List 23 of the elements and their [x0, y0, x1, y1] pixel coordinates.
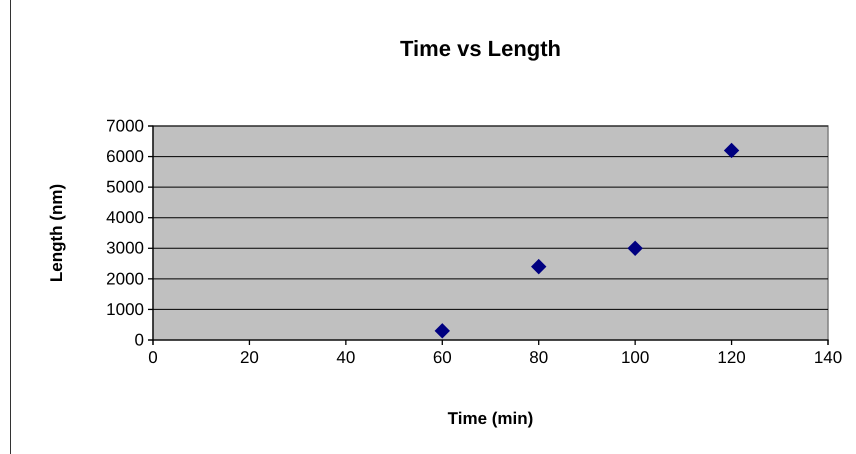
y-tick-label: 2000	[106, 269, 144, 288]
x-tick-label: 40	[336, 348, 356, 368]
y-tick-label: 4000	[106, 208, 144, 228]
x-axis-title: Time (min)	[448, 409, 534, 428]
x-tick-label: 80	[529, 348, 548, 368]
point	[724, 142, 740, 158]
point	[628, 240, 643, 256]
y-tick-label: 1000	[106, 300, 144, 319]
x-tick-label: 100	[620, 348, 650, 368]
y-tick-label: 7000	[106, 116, 144, 136]
y-tick-label: 5000	[106, 178, 144, 197]
y-tick-label: 0	[134, 330, 144, 350]
x-tick-label: 20	[240, 348, 259, 368]
point	[531, 259, 546, 274]
y-axis-title: Length (nm)	[47, 184, 66, 282]
x-tick-label: 60	[432, 348, 452, 368]
chart-title: Time vs Length	[400, 36, 561, 61]
x-tick-label: 140	[814, 348, 842, 368]
y-tick-label: 3000	[106, 238, 144, 258]
y-tick-label: 6000	[106, 147, 144, 166]
point	[434, 323, 450, 338]
x-tick-label: 0	[148, 348, 158, 368]
x-tick-label: 120	[717, 348, 746, 368]
